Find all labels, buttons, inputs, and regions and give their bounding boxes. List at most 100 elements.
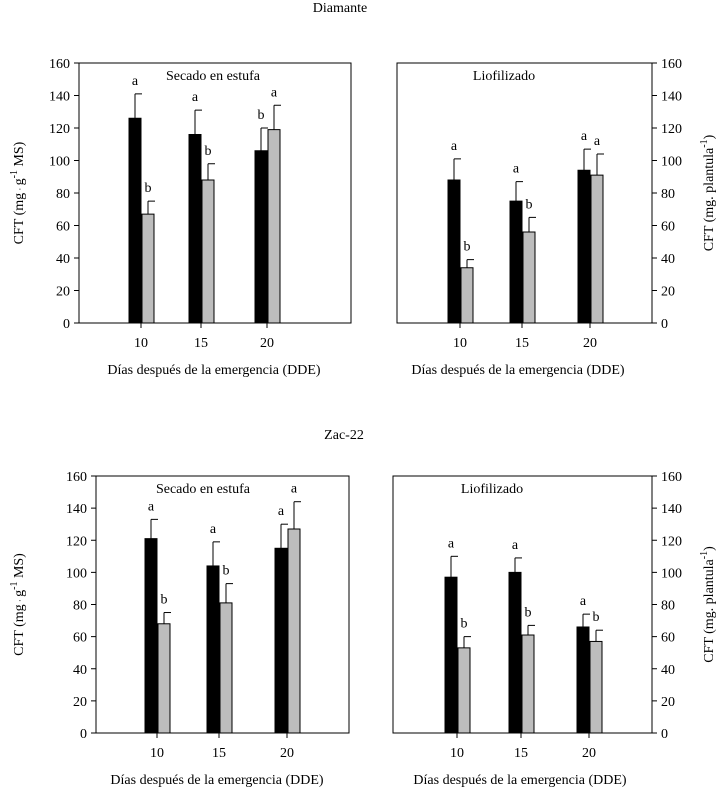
chart-panel-4: Liofilizado 0 20 40 60 80 100 120 140 160 10 15 20 Dí… xyxy=(392,470,717,788)
x-tick-label: 15 xyxy=(515,336,529,351)
y-tick-label: 60 xyxy=(661,631,675,646)
bar-series-1 xyxy=(444,576,458,734)
significance-letter: b xyxy=(205,144,212,159)
x-tick-label: 10 xyxy=(134,336,148,351)
bar-series-1 xyxy=(576,626,590,734)
bar-series-1 xyxy=(128,117,142,324)
bar-series-2 xyxy=(521,634,535,734)
group-title-diamante: Diamante xyxy=(313,1,367,16)
bar-series-1 xyxy=(206,565,220,734)
x-tick-label: 20 xyxy=(582,746,596,761)
significance-letter: a xyxy=(132,74,139,89)
y-tick-label: 0 xyxy=(661,727,668,742)
y-tick-label: 120 xyxy=(49,122,70,137)
y-tick-label: 160 xyxy=(661,470,682,485)
y-tick-label: 60 xyxy=(661,220,675,235)
bar-series-2 xyxy=(157,623,171,734)
y-tick-label: 140 xyxy=(661,90,682,105)
bar-series-2 xyxy=(522,231,536,324)
bar-series-1 xyxy=(254,150,268,324)
y-tick-label: 120 xyxy=(661,122,682,137)
y-axis-label: CFT (mg. plantula-1) xyxy=(699,134,717,251)
significance-letter: a xyxy=(448,536,455,551)
significance-letter: a xyxy=(580,594,587,609)
bar-series-2 xyxy=(141,213,155,324)
y-axis-label: CFT (mg. plantula-1) xyxy=(699,546,717,663)
x-axis-label: Días después de la emergencia (DDE) xyxy=(411,363,624,378)
y-tick-label: 40 xyxy=(661,663,675,678)
significance-letter: b xyxy=(223,564,230,579)
x-tick-label: 10 xyxy=(450,746,464,761)
significance-letter: b xyxy=(593,610,600,625)
y-tick-label: 40 xyxy=(661,252,675,267)
significance-letter: a xyxy=(512,538,519,553)
x-axis-label: Días después de la emergencia (DDE) xyxy=(110,773,323,788)
x-axis-label: Días después de la emergencia (DDE) xyxy=(107,363,320,378)
y-tick-label: 100 xyxy=(661,155,682,170)
bar-series-1 xyxy=(577,169,591,324)
y-tick-label: 120 xyxy=(661,534,682,549)
y-tick-label: 100 xyxy=(661,566,682,581)
bar-series-2 xyxy=(287,528,301,734)
significance-letter: a xyxy=(513,162,520,177)
y-tick-label: 160 xyxy=(66,470,87,485)
y-tick-label: 80 xyxy=(661,599,675,614)
y-tick-label: 0 xyxy=(661,317,668,332)
y-tick-label: 100 xyxy=(66,566,87,581)
x-tick-label: 15 xyxy=(212,746,226,761)
significance-letter: a xyxy=(451,139,458,154)
y-tick-label: 140 xyxy=(66,502,87,517)
y-tick-label: 0 xyxy=(80,727,87,742)
significance-letter: a xyxy=(594,134,601,149)
y-tick-label: 100 xyxy=(49,155,70,170)
significance-letter: a xyxy=(192,90,199,105)
y-axis-label: CFT (mg · g-1 MS) xyxy=(9,141,27,244)
significance-letter: a xyxy=(210,522,217,537)
significance-letter: a xyxy=(148,499,155,514)
bar-series-2 xyxy=(460,267,474,324)
bar-series-1 xyxy=(447,179,461,324)
y-tick-label: 60 xyxy=(56,220,70,235)
chart-panel-3: Secado en estufa 0 20 40 60 80 100 120 140 160 10 1… xyxy=(9,470,350,788)
bar-series-1 xyxy=(274,547,288,734)
bar-series-1 xyxy=(509,200,523,324)
group-title-zac22: Zac-22 xyxy=(324,428,364,443)
y-tick-label: 20 xyxy=(661,695,675,710)
y-tick-label: 80 xyxy=(56,187,70,202)
y-tick-label: 140 xyxy=(661,502,682,517)
panel-title: Liofilizado xyxy=(461,482,523,497)
x-tick-label: 15 xyxy=(194,336,208,351)
y-axis-label: CFT (mg · g-1 MS) xyxy=(9,553,27,656)
bar-series-2 xyxy=(589,640,603,734)
panel-title: Liofilizado xyxy=(473,69,535,84)
significance-letter: b xyxy=(258,108,265,123)
y-tick-label: 40 xyxy=(73,663,87,678)
x-tick-label: 15 xyxy=(514,746,528,761)
y-tick-label: 60 xyxy=(73,631,87,646)
bar-series-2 xyxy=(457,647,471,734)
x-tick-label: 20 xyxy=(583,336,597,351)
panel-title: Secado en estufa xyxy=(166,69,261,84)
chart-panel-2: Liofilizado 0 20 40 60 80 100 120 140 160 10 15 20 Dí… xyxy=(396,57,717,378)
y-tick-label: 80 xyxy=(661,187,675,202)
bar-series-2 xyxy=(219,602,233,734)
x-tick-label: 10 xyxy=(453,336,467,351)
y-tick-label: 20 xyxy=(661,285,675,300)
significance-letter: b xyxy=(145,181,152,196)
significance-letter: b xyxy=(525,605,532,620)
significance-letter: a xyxy=(581,129,588,144)
chart-panel-1: Secado en estufa 0 20 40 60 80 100 120 140 160 10 1… xyxy=(9,57,352,378)
y-tick-label: 0 xyxy=(63,317,70,332)
y-tick-label: 20 xyxy=(73,695,87,710)
y-tick-label: 160 xyxy=(661,57,682,72)
y-tick-label: 20 xyxy=(56,285,70,300)
x-axis-label: Días después de la emergencia (DDE) xyxy=(413,773,626,788)
significance-letter: b xyxy=(526,197,533,212)
bar-series-1 xyxy=(144,538,158,734)
x-tick-label: 20 xyxy=(280,746,294,761)
y-tick-label: 80 xyxy=(73,599,87,614)
significance-letter: a xyxy=(291,482,298,497)
significance-letter: b xyxy=(161,593,168,608)
panel-title: Secado en estufa xyxy=(156,482,251,497)
